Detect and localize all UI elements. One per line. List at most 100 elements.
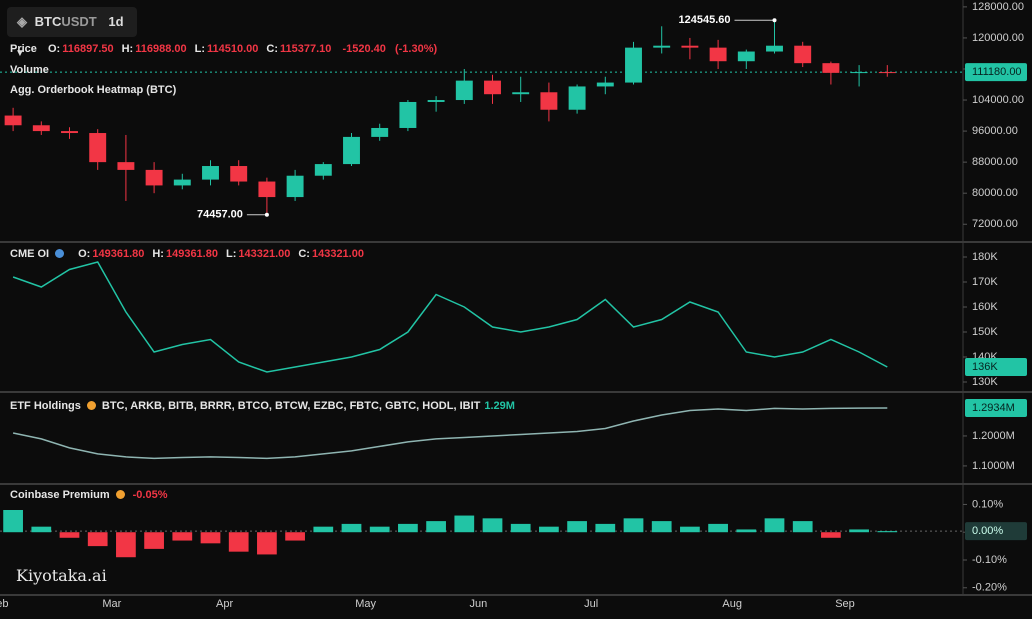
last-value-label: 1.2934M	[972, 402, 1015, 414]
pane-name: Coinbase Premium	[10, 489, 110, 501]
bar	[59, 532, 80, 538]
x-tick-label: Jul	[584, 598, 598, 610]
last-value-tag	[965, 358, 1027, 376]
legend-key: O:	[47, 43, 61, 55]
interval[interactable]: 1d	[108, 14, 124, 29]
y-tick-label: 160K	[972, 301, 998, 313]
bar	[482, 518, 503, 533]
candle-body	[89, 133, 107, 163]
y-tick-label: 1.1000M	[972, 460, 1015, 472]
x-tick-label: Apr	[216, 598, 233, 610]
indicator[interactable]: Agg. Orderbook Heatmap (BTC)	[10, 84, 177, 96]
icon	[115, 490, 125, 499]
candle-body	[625, 47, 642, 83]
y-tick-label: 128000.00	[972, 1, 1024, 13]
legend-value: 115377.10	[280, 43, 332, 55]
tickers: BTC, ARKB, BITB, BRRR, BTCO, BTCW, EZBC,…	[101, 400, 481, 412]
y-tick-label: 130K	[972, 376, 998, 388]
bar	[764, 518, 785, 533]
symbol-button[interactable]: ◈ BTCUSDT 1d ▼	[7, 7, 137, 59]
legend-value: 149361.80	[92, 248, 145, 260]
x-tick-label: May	[355, 598, 376, 610]
y-tick-label: 150K	[972, 326, 998, 338]
candle-body	[61, 131, 78, 134]
candle-body	[455, 80, 473, 101]
y-tick-label: 88000.00	[972, 156, 1018, 168]
bar	[708, 523, 728, 533]
bar	[369, 526, 390, 533]
candle-body	[4, 115, 22, 126]
bar	[426, 521, 446, 533]
candle-body	[32, 125, 50, 132]
candle-body	[681, 45, 699, 48]
legend-value: 149361.80	[165, 248, 218, 260]
series-line	[12, 407, 888, 460]
bar	[341, 523, 362, 533]
last-value-label: 136K	[972, 361, 998, 373]
bar	[398, 523, 418, 533]
bar	[792, 521, 813, 533]
candle-body	[512, 92, 530, 95]
bar	[257, 532, 277, 555]
x-tick-label: Aug	[722, 598, 742, 610]
symbol-icon: ◈	[17, 14, 27, 29]
price-legend: Price O: 116897.50 H: 116988.00 L: 114510.00 C…	[10, 43, 437, 55]
last-value-label: 111180.00	[972, 66, 1022, 78]
symbol-base: BTC	[34, 14, 62, 29]
candle-body	[737, 51, 755, 62]
value: 1.29M	[484, 400, 515, 412]
bar	[510, 523, 531, 533]
watermark: Kiyotaka.ai	[16, 566, 107, 585]
legend-value: 116988.00	[135, 43, 187, 55]
candle-body	[822, 63, 840, 73]
pane-name: Price	[10, 43, 37, 55]
legend-key: C:	[298, 248, 310, 260]
bar	[736, 529, 757, 533]
value: -0.05%	[132, 489, 168, 501]
candle-body	[173, 179, 191, 186]
premium-legend: Coinbase Premium -0.05%	[10, 489, 168, 501]
candle-body	[568, 86, 586, 110]
candle-body	[766, 45, 783, 52]
bar	[623, 518, 644, 533]
legend-key: H:	[152, 248, 164, 260]
last-value-tag	[965, 63, 1027, 82]
bar	[3, 510, 23, 533]
bar	[116, 532, 136, 558]
low-label: 74457.00	[197, 209, 243, 221]
x-tick-label: Mar	[102, 598, 121, 610]
indicator[interactable]: Volume	[10, 64, 49, 76]
series-line	[12, 261, 888, 373]
candle-body	[540, 92, 558, 110]
bar	[821, 532, 841, 538]
candle-body	[202, 166, 219, 180]
ohlc: O: 116897.50 H: 116988.00 L: 114510.00 C: 11537…	[40, 43, 331, 55]
y-tick-label: 170K	[972, 276, 998, 288]
candle-body	[596, 82, 614, 87]
y-tick-label: 96000.00	[972, 125, 1018, 137]
y-tick-label: 104000.00	[972, 94, 1024, 106]
legend-key: H:	[121, 43, 134, 55]
legend-value: 143321.00	[311, 248, 364, 260]
icon	[55, 249, 65, 258]
y-tick-label: 80000.00	[972, 187, 1018, 199]
y-tick-label: -0.20%	[972, 582, 1007, 594]
dropdown-caret[interactable]: ▼	[15, 48, 25, 59]
last-value-label: 0.00%	[972, 525, 1003, 537]
bar	[680, 526, 700, 533]
y-tick-label: 1.2000M	[972, 430, 1015, 442]
y-tick-label: -0.10%	[972, 554, 1007, 566]
candle-body	[145, 169, 163, 186]
bar	[87, 532, 108, 547]
candle-body	[371, 127, 389, 137]
candle-body	[314, 164, 332, 176]
candle-body	[427, 100, 445, 102]
bar	[313, 526, 334, 533]
last-value-tag	[965, 398, 1027, 417]
candle-body	[343, 136, 360, 165]
icon	[86, 401, 96, 410]
bar	[651, 521, 672, 533]
bar	[849, 529, 869, 533]
candle-body	[117, 162, 135, 170]
